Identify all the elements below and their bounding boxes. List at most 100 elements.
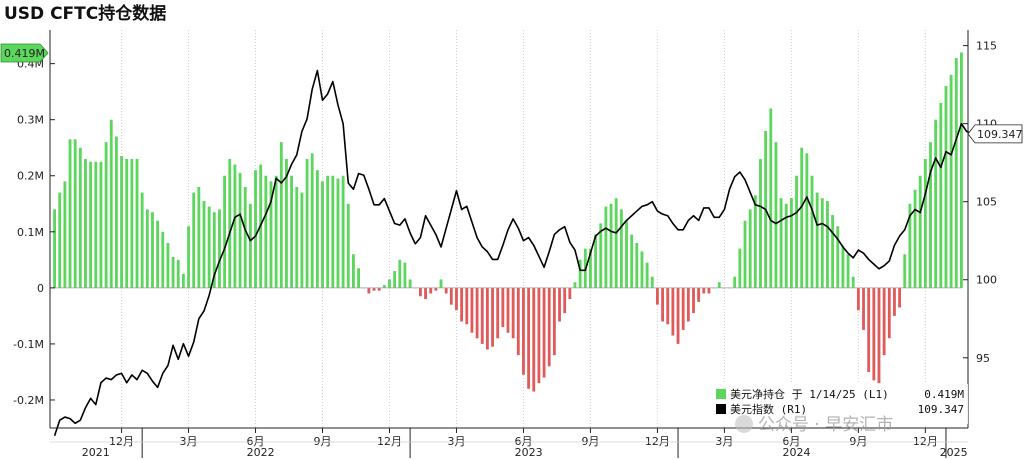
bar: [84, 158, 87, 288]
bar: [228, 158, 232, 288]
bar: [125, 158, 129, 288]
bar: [382, 285, 386, 288]
bar: [403, 262, 407, 288]
bar-series: [53, 52, 963, 392]
x-year-label: 2025: [940, 446, 968, 459]
bar: [748, 209, 752, 288]
bar: [176, 259, 180, 288]
right-tick-label: 95: [976, 352, 990, 365]
bar: [248, 203, 252, 288]
bar: [784, 203, 788, 288]
x-month-label: 3月: [180, 435, 198, 448]
bar: [99, 161, 103, 288]
bar: [53, 209, 56, 288]
bar: [949, 74, 953, 288]
bar: [496, 287, 500, 339]
last-bar-value-tag: [0, 43, 49, 63]
legend-label: 美元净持仓 于 1/14/25 (L1): [730, 387, 889, 401]
legend-marker: [716, 404, 726, 414]
bar: [795, 175, 798, 288]
bar: [357, 268, 360, 288]
bar: [321, 181, 324, 288]
bar: [872, 287, 876, 381]
bar: [197, 186, 201, 288]
x-month-label: 12月: [109, 435, 134, 448]
bar: [279, 142, 283, 288]
bar: [485, 287, 489, 350]
bar: [331, 175, 335, 288]
bar: [212, 212, 216, 288]
bar: [295, 186, 299, 288]
bar: [475, 287, 479, 339]
bar: [542, 287, 546, 378]
line-series: [53, 69, 973, 437]
bar: [820, 198, 824, 288]
bar: [625, 220, 628, 288]
bar: [501, 287, 505, 328]
bar: [254, 170, 257, 288]
bar: [856, 287, 860, 311]
bar: [774, 142, 778, 288]
x-month-label: 3月: [447, 435, 465, 448]
watermark-text: 公众号 · 早安汇市: [758, 415, 893, 435]
legend: 美元净持仓 于 1/14/25 (L1) 0.419M 美元指数 (R1) 109.3…: [708, 384, 968, 424]
bar: [717, 282, 721, 288]
bar: [94, 161, 98, 288]
bar: [589, 248, 592, 288]
x-month-label: 9月: [314, 435, 332, 448]
bar: [522, 287, 525, 375]
legend-marker: [716, 389, 726, 399]
x-month-label: 9月: [849, 435, 867, 448]
right-tick-label: 115: [976, 40, 997, 53]
left-tick-label: 0.2M: [17, 170, 44, 183]
bar: [434, 287, 438, 291]
bar: [290, 175, 294, 288]
bar: [527, 287, 531, 389]
bar: [676, 287, 680, 344]
bar: [960, 52, 963, 288]
bar: [929, 142, 932, 288]
bar: [614, 198, 618, 288]
bar: [305, 158, 309, 288]
bar: [913, 189, 917, 288]
bar: [867, 287, 871, 372]
bar: [377, 287, 381, 291]
bar: [697, 287, 701, 302]
x-year-label: 2024: [783, 446, 811, 459]
bar: [511, 287, 515, 339]
bar: [315, 170, 319, 288]
bar: [367, 287, 371, 294]
bar: [233, 164, 237, 288]
bar: [156, 220, 160, 288]
bar: [140, 192, 144, 288]
bar: [264, 175, 268, 288]
bar: [769, 108, 773, 288]
bar: [743, 220, 747, 288]
bar: [681, 287, 685, 330]
bar: [336, 178, 340, 288]
bar: [460, 287, 464, 322]
bar: [547, 287, 551, 367]
x-year-label: 2023: [515, 446, 543, 459]
bar: [238, 172, 242, 288]
bar: [759, 158, 762, 288]
bar: [661, 287, 664, 322]
bar: [532, 287, 536, 392]
bar: [439, 279, 443, 288]
bar: [934, 119, 938, 288]
wechat-logo-icon: [735, 415, 753, 433]
bar: [470, 287, 474, 333]
bar: [398, 259, 402, 288]
bar: [516, 287, 520, 356]
bar: [753, 195, 757, 288]
right-tick-label: 105: [976, 196, 997, 209]
bar: [274, 175, 278, 288]
bar: [692, 287, 695, 314]
bar: [609, 203, 613, 288]
bar: [89, 161, 93, 288]
bar: [656, 287, 659, 305]
bar: [418, 287, 422, 297]
bar: [63, 181, 67, 288]
x-month-label: 9月: [581, 435, 599, 448]
x-month-label: 12月: [377, 435, 402, 448]
